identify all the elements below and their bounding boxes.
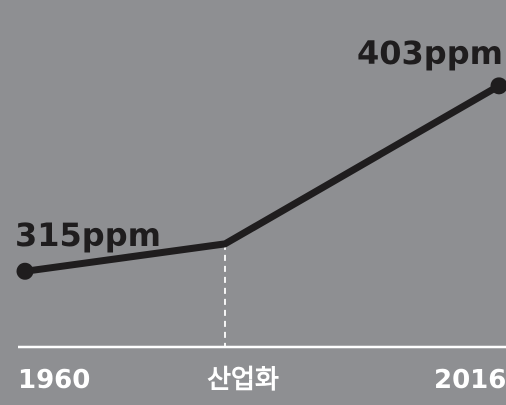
x-tick-label-0: 1960 — [18, 365, 90, 395]
x-tick-label-1: 산업화 — [207, 365, 279, 395]
value-label-1960: 315ppm — [15, 216, 161, 254]
x-tick-labels: 1960 산업화 2016 — [18, 365, 506, 395]
data-points — [16, 77, 506, 280]
value-labels: 315ppm 403ppm — [15, 34, 503, 254]
co2-series-line — [21, 82, 503, 275]
value-label-2016: 403ppm — [357, 34, 503, 72]
data-point-1960 — [16, 262, 34, 280]
x-tick-label-2: 2016 — [434, 365, 506, 395]
data-point-2016 — [490, 77, 506, 95]
